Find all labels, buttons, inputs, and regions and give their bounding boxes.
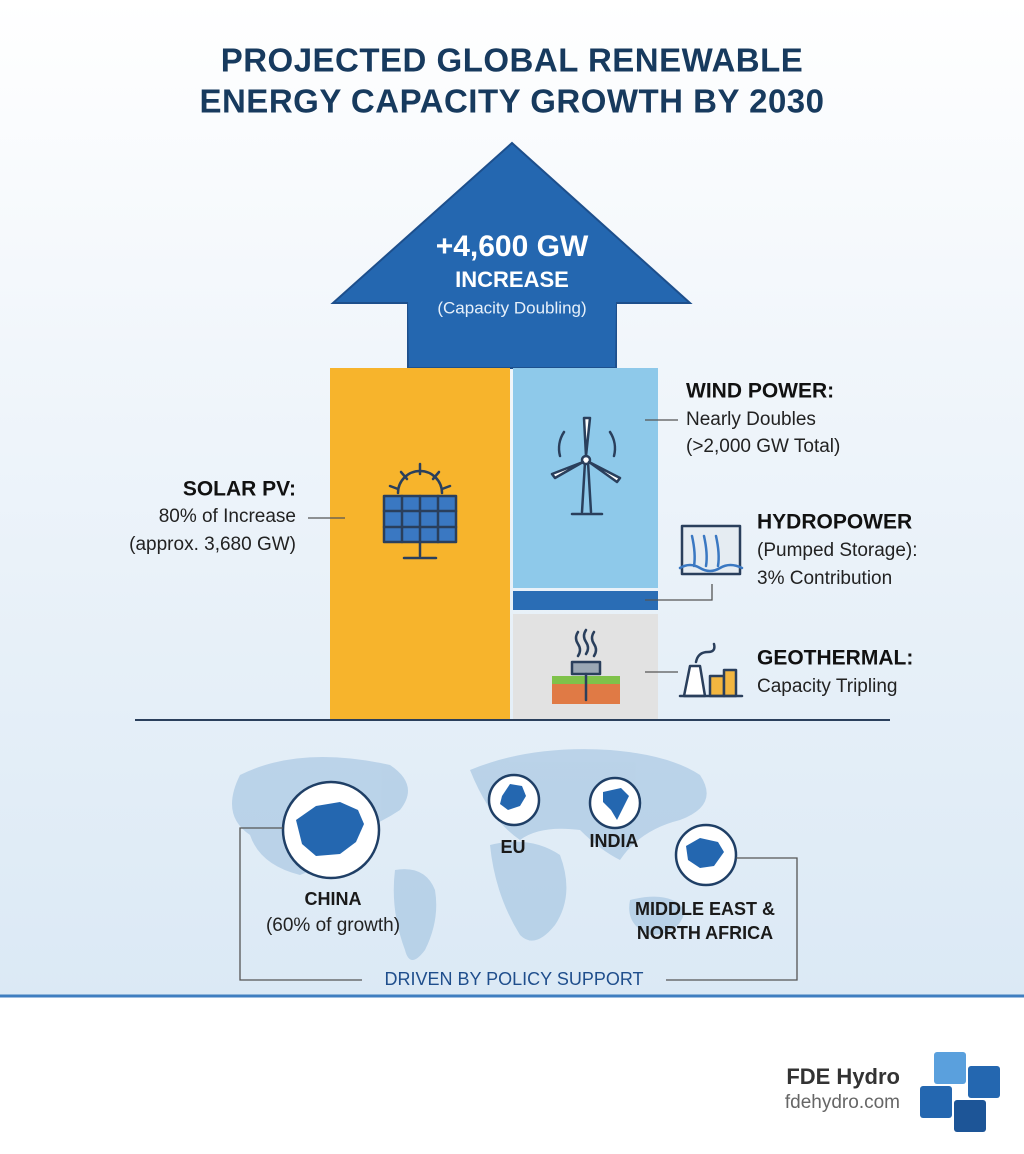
region-name: CHINA bbox=[305, 889, 362, 909]
brand-url: fdehydro.com bbox=[785, 1092, 900, 1113]
plant-icon-part bbox=[708, 674, 726, 698]
arrow-note: (Capacity Doubling) bbox=[437, 298, 586, 317]
region-name: EU bbox=[500, 837, 525, 857]
geothermal-icon-part bbox=[570, 660, 602, 676]
solar-icon-part bbox=[431, 470, 441, 481]
wind-icon bbox=[550, 416, 622, 516]
plant-icon-part bbox=[694, 642, 716, 664]
wind-icon-part bbox=[550, 460, 585, 480]
solar-icon-part bbox=[399, 470, 409, 481]
bracket-line bbox=[666, 857, 798, 981]
wind-label: WIND POWER: Nearly Doubles (>2,000 GW To… bbox=[645, 380, 840, 457]
segment-line: Capacity Tripling bbox=[757, 676, 897, 697]
segment-line: (approx. 3,680 GW) bbox=[129, 534, 296, 555]
world-map-part bbox=[393, 869, 437, 960]
segment-line: (Pumped Storage): bbox=[757, 540, 918, 561]
geothermal-icon-part bbox=[582, 628, 590, 656]
policy-bracket: DRIVEN BY POLICY SUPPORT bbox=[239, 827, 798, 989]
wind-icon-part bbox=[582, 416, 592, 458]
region-name: NORTH AFRICA bbox=[637, 923, 773, 943]
wind-icon-part bbox=[587, 460, 622, 484]
eu-shape bbox=[500, 784, 526, 810]
segment-line: Nearly Doubles bbox=[686, 409, 816, 430]
segment-name: SOLAR PV: bbox=[183, 478, 296, 501]
arrow-value: +4,600 GW bbox=[436, 230, 589, 263]
wind-icon-part bbox=[608, 430, 617, 458]
arrow-label: INCREASE bbox=[455, 267, 569, 292]
segment-name: WIND POWER: bbox=[686, 380, 834, 403]
segment-name: GEOTHERMAL: bbox=[757, 647, 913, 670]
brand-logo bbox=[920, 1052, 1000, 1132]
china-shape bbox=[296, 802, 364, 856]
india-shape bbox=[603, 788, 629, 820]
growth-arrow-part bbox=[408, 300, 616, 370]
segment-name: HYDROPOWER bbox=[757, 511, 912, 534]
region-name: MIDDLE EAST & bbox=[635, 899, 775, 919]
geothermal-icon-part bbox=[590, 630, 598, 658]
region-circles bbox=[281, 773, 738, 887]
wind-block bbox=[513, 368, 658, 588]
plant-icon-part bbox=[722, 668, 738, 698]
world-map-part bbox=[470, 749, 707, 860]
wind-icon-part bbox=[586, 460, 593, 514]
hydro-icon-part bbox=[690, 534, 720, 568]
wind-icon-part bbox=[557, 430, 566, 458]
solar-icon-part bbox=[388, 484, 400, 491]
growth-arrow: +4,600 GW INCREASE (Capacity Doubling) bbox=[330, 141, 693, 370]
brand-logo-part bbox=[968, 1066, 1000, 1098]
brand-logo-part bbox=[920, 1086, 952, 1118]
hydro-icon bbox=[678, 524, 744, 576]
leader-line bbox=[645, 584, 713, 601]
wind-icon-part bbox=[580, 460, 587, 514]
region-name: INDIA bbox=[590, 831, 639, 851]
footer-band bbox=[0, 996, 1024, 1154]
geothermal-icon-part bbox=[574, 630, 582, 658]
region-note: (60% of growth) bbox=[266, 915, 400, 936]
geothermal-icon bbox=[552, 628, 620, 704]
brand-logo-part bbox=[954, 1100, 986, 1132]
brand-name: FDE Hydro bbox=[786, 1064, 900, 1089]
bracket-line bbox=[239, 827, 362, 981]
hydro-block bbox=[513, 591, 658, 610]
mena-shape bbox=[686, 838, 724, 868]
footer-label: DRIVEN BY POLICY SUPPORT bbox=[384, 969, 643, 989]
solar-icon bbox=[382, 462, 458, 560]
plant-icon bbox=[678, 642, 744, 698]
geothermal-label: GEOTHERMAL: Capacity Tripling bbox=[645, 647, 913, 697]
segment-line: 80% of Increase bbox=[159, 506, 296, 527]
title-line: PROJECTED GLOBAL RENEWABLE bbox=[221, 42, 804, 79]
brand-logo-part bbox=[934, 1052, 966, 1084]
regions: CHINA (60% of growth) EU INDIA MIDDLE EA… bbox=[266, 831, 775, 943]
solar-label: SOLAR PV: 80% of Increase (approx. 3,680… bbox=[129, 478, 345, 555]
solar-icon-part bbox=[440, 484, 452, 491]
hydro-label: HYDROPOWER (Pumped Storage): 3% Contribu… bbox=[645, 511, 918, 601]
hydro-icon-part bbox=[678, 563, 744, 573]
world-map-part bbox=[629, 896, 685, 935]
world-map-part bbox=[490, 841, 567, 941]
segment-line: (>2,000 GW Total) bbox=[686, 436, 840, 457]
title-line: ENERGY CAPACITY GROWTH BY 2030 bbox=[199, 83, 824, 120]
segment-line: 3% Contribution bbox=[757, 568, 892, 589]
hydro-icon-part bbox=[680, 524, 742, 576]
brand: FDE Hydro fdehydro.com bbox=[785, 1052, 1000, 1132]
